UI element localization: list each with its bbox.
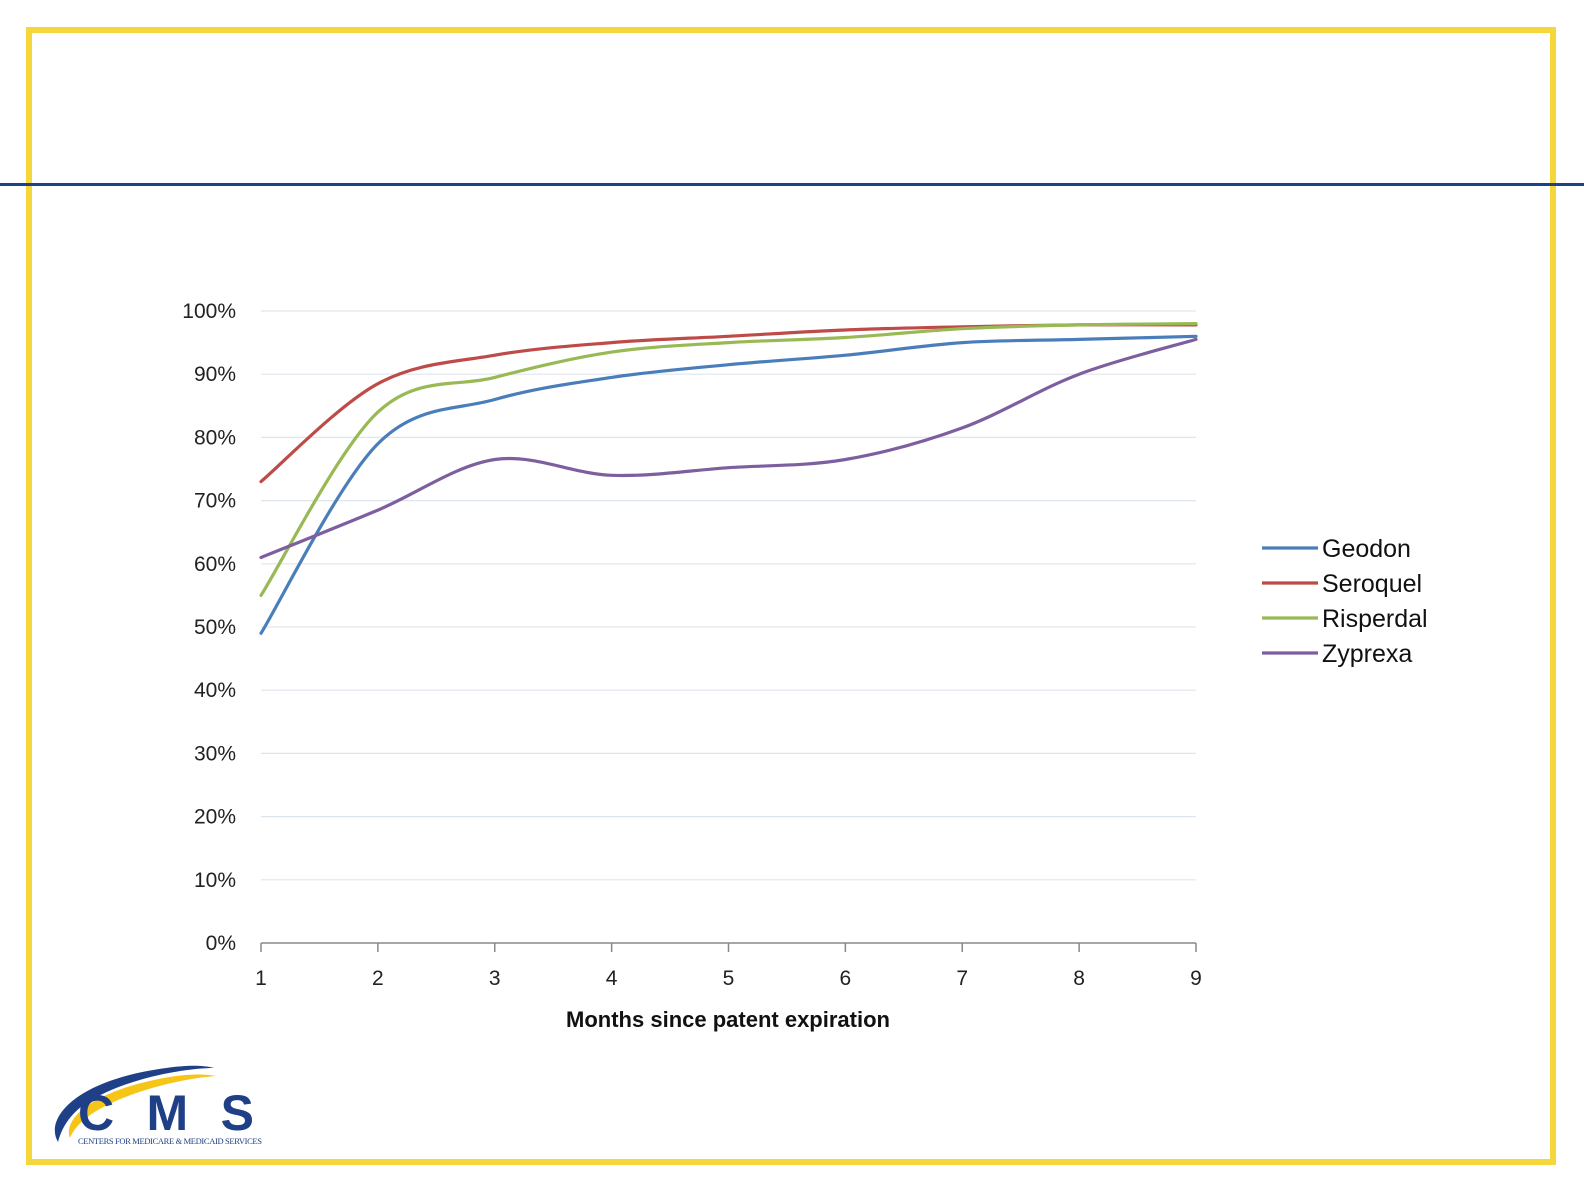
gridlines [261, 310, 1196, 881]
x-axis-title: Months since patent expiration [566, 1007, 890, 1032]
y-tick-label: 70% [194, 490, 236, 513]
series-line-risperdal [259, 322, 1198, 597]
logo-swoosh-yellow-icon [68, 1074, 216, 1138]
y-tick-label: 100% [182, 300, 236, 323]
x-tick-label: 4 [606, 967, 618, 990]
x-tick-label: 1 [255, 967, 267, 990]
x-tick-label: 8 [1073, 967, 1085, 990]
y-tick-label: 80% [194, 426, 236, 449]
series-line-geodon [259, 334, 1198, 635]
title-divider [0, 183, 1584, 186]
legend-label-geodon: Geodon [1322, 535, 1411, 563]
y-tick-label: 40% [194, 679, 236, 702]
y-tick-label: 30% [194, 742, 236, 765]
x-tick-label: 3 [489, 967, 501, 990]
legend: Geodon Seroquel Risperdal Zyprexa [1262, 535, 1428, 668]
y-tick-label: 20% [194, 806, 236, 829]
axes: 0% 10% 20% 30% 40% 50% 60% 70% 80% 90% 100% 1 2 3 4 5 6 7… [182, 300, 1202, 990]
x-tick-label: 7 [956, 967, 968, 990]
x-tick-label: 2 [372, 967, 384, 990]
legend-label-zyprexa: Zyprexa [1322, 640, 1412, 668]
legend-label-risperdal: Risperdal [1322, 605, 1428, 633]
y-tick-label: 0% [206, 932, 236, 955]
slide-frame [26, 27, 1556, 1165]
logo-wordmark: CMS [78, 1085, 254, 1141]
cms-logo: CMS CENTERS FOR MEDICARE & MEDICAID SERV… [54, 1065, 262, 1146]
legend-label-seroquel: Seroquel [1322, 570, 1422, 598]
series-line-seroquel [259, 323, 1198, 484]
y-tick-label: 90% [194, 363, 236, 386]
logo-subtitle: CENTERS FOR MEDICARE & MEDICAID SERVICES [78, 1136, 262, 1146]
x-tick-label: 6 [840, 967, 852, 990]
logo-swoosh-blue-icon [54, 1065, 214, 1142]
x-tick-label: 5 [723, 967, 735, 990]
y-tick-label: 60% [194, 553, 236, 576]
x-tick-label: 9 [1190, 967, 1202, 990]
series-line-zyprexa [259, 337, 1198, 560]
y-tick-label: 50% [194, 616, 236, 639]
y-tick-label: 10% [194, 869, 236, 892]
series-lines [259, 322, 1198, 635]
